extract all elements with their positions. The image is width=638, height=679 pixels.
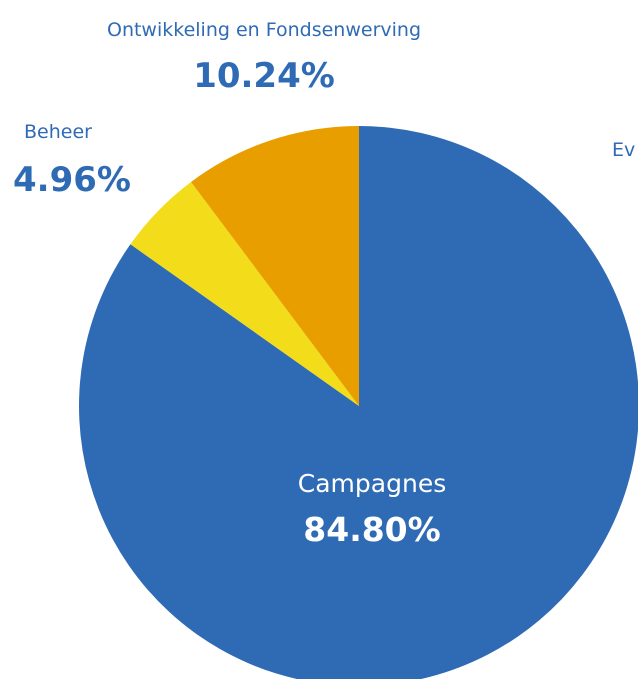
cropped-label-right: Ev [612,139,635,161]
slice-value-campagnes: 84.80% [303,510,440,549]
slice-value-ontwikkeling: 10.24% [193,56,335,96]
slice-value-beheer: 4.96% [13,160,131,200]
slice-label-beheer: Beheer [24,121,92,143]
slice-label-campagnes: Campagnes [298,469,446,498]
pie-slice-campagnes [79,126,638,679]
pie-slice-beheer [130,181,359,406]
slice-label-ontwikkeling: Ontwikkeling en Fondsenwerving [107,19,421,41]
pie-slices [79,125,638,679]
pie-slice-ontwikkeling-en-fondsenwerving [191,125,359,406]
